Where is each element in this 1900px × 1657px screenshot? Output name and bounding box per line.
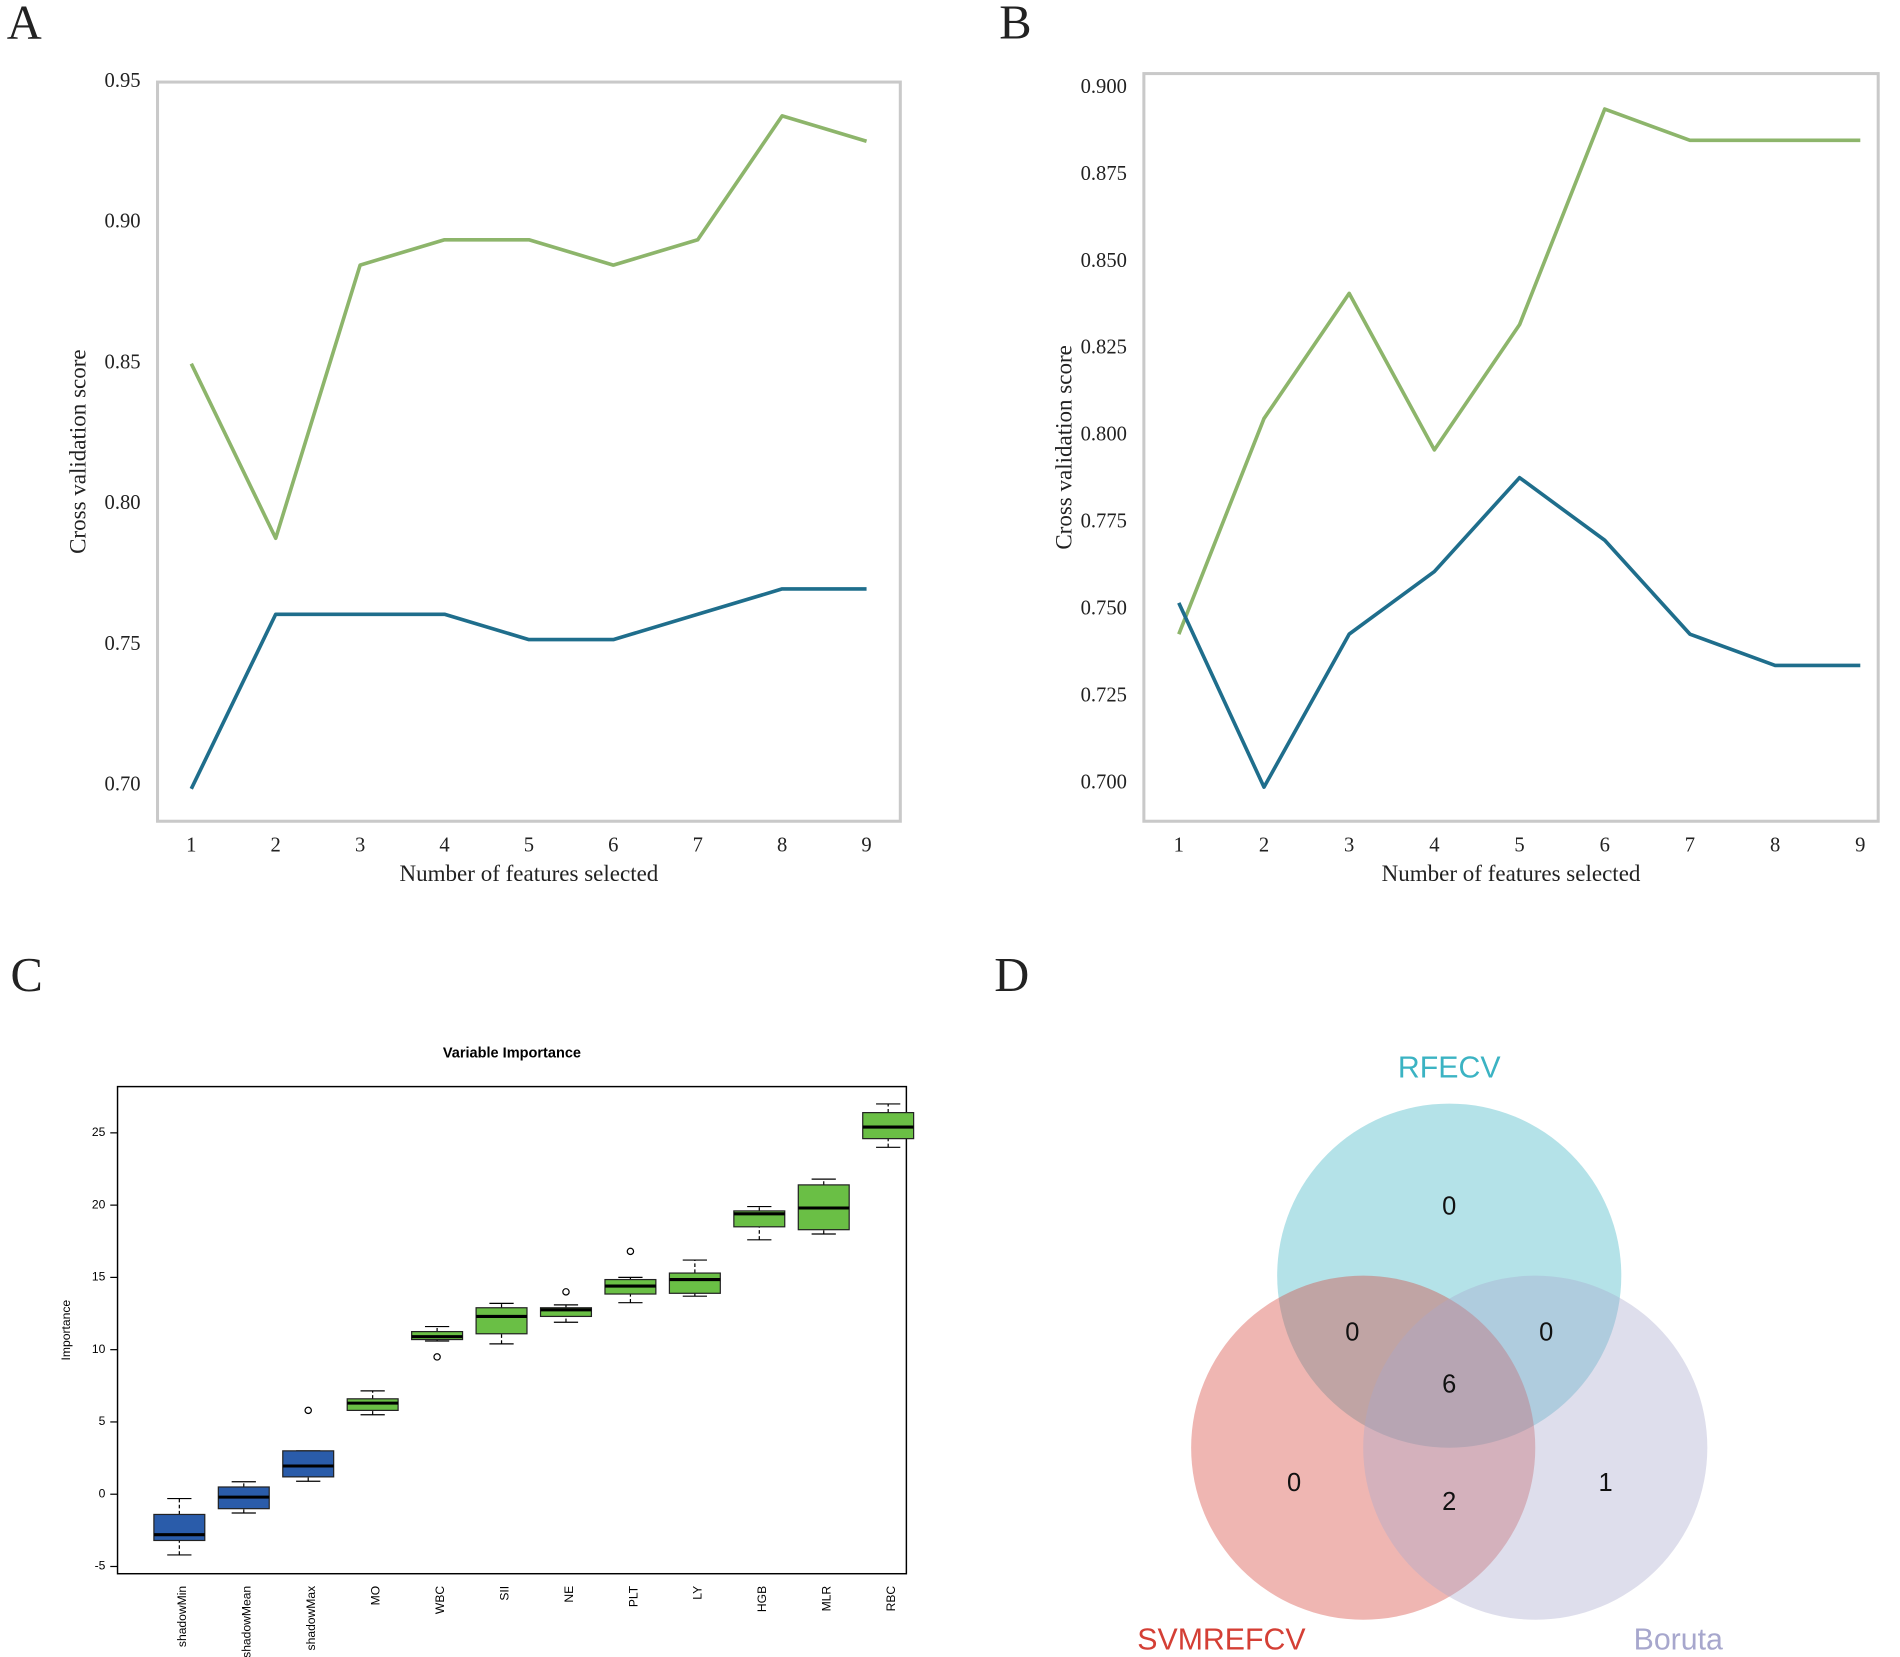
y-tick-label: 0.800	[1081, 424, 1127, 446]
set-label: RFECV	[1398, 1052, 1501, 1085]
y-tick-label: 0.85	[105, 351, 141, 373]
y-tick-label: 0.750	[1081, 598, 1127, 620]
plot-frame	[1142, 72, 1880, 823]
panel-label: A	[7, 0, 42, 50]
x-axis-title: Number of features selected	[1382, 860, 1641, 886]
x-axis-title: Number of features selected	[400, 860, 659, 886]
box	[668, 1272, 721, 1294]
x-tick-label: 6	[608, 834, 618, 856]
x-tick-label: LY	[691, 1586, 705, 1600]
region-count: 6	[1442, 1371, 1456, 1399]
x-tick-label: SII	[497, 1586, 511, 1601]
y-tick-label: 0.80	[105, 492, 141, 514]
region-count: 0	[1287, 1469, 1301, 1497]
x-tick-label: shadowMean	[240, 1586, 254, 1657]
set-circle	[1363, 1275, 1708, 1620]
y-tick-label: 0.90	[105, 211, 141, 233]
box	[153, 1513, 206, 1542]
box	[475, 1307, 528, 1335]
y-axis-title: Importance	[59, 1300, 73, 1361]
set-circle	[1191, 1275, 1536, 1620]
outlier	[304, 1406, 312, 1415]
y-tick-label: 5	[99, 1414, 106, 1428]
y-tick-label: 0.875	[1081, 163, 1127, 185]
chart-title: Variable Importance	[443, 1046, 581, 1062]
x-tick-label: 2	[271, 834, 281, 856]
set-circle	[1277, 1103, 1622, 1448]
x-tick-label: 1	[186, 834, 196, 856]
region-count: 0	[1442, 1192, 1456, 1220]
x-tick-label: 5	[1514, 834, 1524, 856]
x-tick-label: 1	[1174, 834, 1184, 856]
y-axis-title: Cross validation score	[64, 349, 90, 554]
y-tick-label: 15	[92, 1270, 106, 1284]
y-tick-label: 0.700	[1081, 771, 1127, 793]
x-tick-label: 4	[1429, 834, 1439, 856]
y-tick-label: 20	[92, 1197, 106, 1211]
y-tick-label: 0.850	[1081, 250, 1127, 272]
panel-label: C	[10, 949, 42, 1002]
x-tick-label: MLR	[820, 1586, 834, 1612]
x-tick-label: 8	[777, 834, 787, 856]
y-tick-label: 0.75	[105, 633, 141, 655]
x-tick-label: 4	[439, 834, 449, 856]
region-count: 0	[1345, 1319, 1359, 1347]
x-tick-label: 3	[1344, 834, 1354, 856]
x-tick-label: 3	[355, 834, 365, 856]
box	[282, 1450, 335, 1478]
x-tick-label: 9	[861, 834, 871, 856]
y-tick-label: 10	[92, 1342, 106, 1356]
x-tick-label: RBC	[884, 1586, 898, 1612]
x-tick-label: 9	[1855, 834, 1865, 856]
x-tick-label: 5	[524, 834, 534, 856]
region-count: 0	[1539, 1319, 1553, 1347]
x-tick-label: 6	[1600, 834, 1610, 856]
x-tick-label: 8	[1770, 834, 1780, 856]
plot-frame	[156, 80, 902, 823]
y-tick-label: 25	[92, 1125, 106, 1139]
region-count: 1	[1598, 1469, 1612, 1497]
line	[189, 587, 867, 790]
box	[539, 1307, 593, 1318]
x-tick-label: HGB	[755, 1586, 769, 1612]
set-label: Boruta	[1634, 1624, 1723, 1657]
outlier	[626, 1247, 635, 1256]
y-tick-label: 0.95	[105, 70, 141, 92]
line	[1177, 475, 1861, 789]
line	[189, 114, 868, 541]
x-tick-label: 7	[1685, 834, 1695, 856]
y-tick-label: 0.725	[1081, 684, 1127, 706]
outlier	[562, 1288, 570, 1296]
x-tick-label: WBC	[433, 1586, 447, 1615]
panel-label: B	[999, 0, 1031, 50]
set-label: SVMREFCV	[1137, 1624, 1306, 1657]
y-tick-label: 0.900	[1081, 76, 1127, 98]
plot-frame	[116, 1085, 908, 1575]
x-tick-label: 2	[1259, 834, 1269, 856]
y-tick-label: 0	[99, 1486, 106, 1500]
x-tick-label: MO	[368, 1586, 382, 1606]
y-tick-label: 0.70	[105, 774, 141, 796]
x-tick-label: shadowMin	[175, 1586, 189, 1647]
x-tick-label: 7	[693, 834, 703, 856]
x-tick-label: NE	[562, 1586, 576, 1603]
y-tick-label: -5	[95, 1559, 106, 1573]
y-axis-title: Cross validation score	[1051, 345, 1077, 550]
y-tick-label: 0.775	[1081, 511, 1127, 533]
region-count: 2	[1442, 1488, 1456, 1516]
x-tick-label: PLT	[626, 1585, 640, 1607]
line	[1177, 107, 1861, 635]
x-tick-label: shadowMax	[304, 1586, 318, 1651]
panel-label: D	[994, 949, 1029, 1002]
outlier	[433, 1353, 441, 1361]
y-tick-label: 0.825	[1081, 337, 1127, 359]
